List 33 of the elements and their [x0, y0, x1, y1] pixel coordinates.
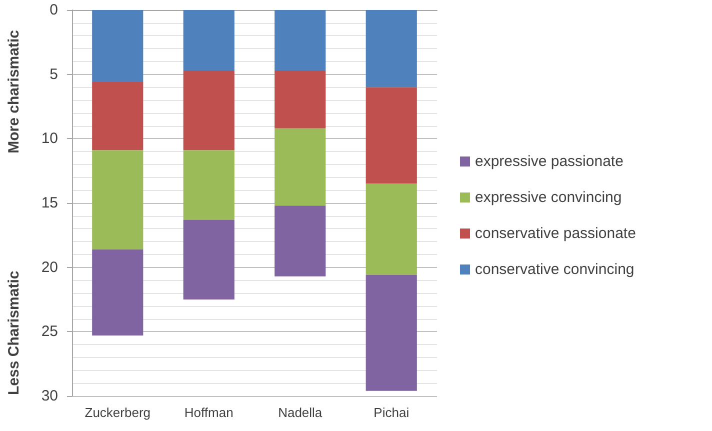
legend-label: conservative passionate	[475, 225, 636, 242]
bar	[183, 150, 234, 220]
x-tick-label: Hoffman	[184, 405, 234, 420]
bar	[183, 220, 234, 300]
text: More charismatic	[6, 30, 22, 154]
text: Less Charismatic	[6, 270, 22, 395]
bar	[92, 150, 144, 250]
y-tick-label: 10	[41, 130, 58, 148]
bar	[274, 70, 326, 128]
y-tick-label: 30	[41, 388, 58, 404]
bar	[92, 82, 144, 150]
x-tick-label: Pichai	[374, 405, 410, 420]
y-tick-label: 25	[41, 323, 58, 340]
bar	[366, 87, 417, 184]
bar	[366, 275, 417, 391]
legend-label: conservative convincing	[475, 261, 634, 278]
y-tick-label: 0	[50, 2, 58, 18]
bar	[92, 10, 144, 82]
bar	[183, 70, 234, 150]
bar	[274, 10, 326, 70]
legend-label: expressive passionate	[475, 153, 624, 170]
y-tick-label: 20	[41, 258, 58, 276]
y-tick-label: 5	[50, 66, 58, 83]
x-tick-label: Zuckerberg	[84, 405, 150, 420]
bar	[92, 249, 144, 336]
bar	[366, 10, 417, 88]
bar	[274, 206, 326, 276]
x-tick-label: Nadella	[278, 405, 323, 420]
legend-label: expressive convincing	[475, 189, 622, 206]
bar	[274, 128, 326, 206]
y-tick-label: 15	[41, 194, 58, 212]
bar	[366, 184, 417, 276]
bar	[183, 10, 234, 70]
